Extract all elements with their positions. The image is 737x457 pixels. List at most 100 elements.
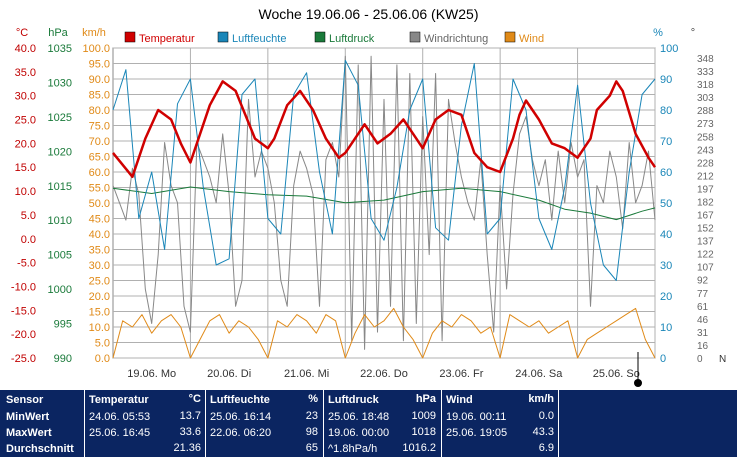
legend-swatch	[124, 31, 136, 43]
pressure-tick-label: 1020	[48, 146, 72, 158]
stats-hum-min-time: 25.06. 16:14	[210, 411, 272, 423]
marker-dot	[634, 379, 642, 387]
humidity-tick-label: 20	[660, 291, 672, 303]
stats-separator	[441, 390, 442, 457]
stats-table: Sensor MinWert MaxWert Durchschnitt Temp…	[0, 390, 737, 457]
wind-tick-label: 10.0	[89, 322, 110, 334]
pressure-tick-label: 1035	[48, 43, 72, 55]
temp-tick-label: 25.0	[15, 115, 36, 127]
legend-label: Luftdruck	[329, 33, 375, 45]
direction-tick-label: 348	[697, 54, 714, 65]
x-day-label: 24.06. Sa	[515, 368, 563, 380]
north-label: N	[719, 354, 726, 365]
stats-press-trend: ^1.8hPa/h	[328, 443, 378, 455]
legend-swatch	[314, 31, 326, 43]
humidity-tick-label: 40	[660, 229, 672, 241]
stats-col-temperatur: Temperatur °C 24.06. 05:53 13.7 25.06. 1…	[89, 390, 203, 457]
stats-temp-max-value: 33.6	[179, 426, 201, 438]
temp-tick-label: 0.0	[21, 234, 36, 246]
series-line-luftdruck	[112, 186, 656, 221]
wind-tick-label: 75.0	[89, 121, 110, 133]
temp-tick-label: 40.0	[15, 43, 36, 55]
temp-tick-label: 35.0	[15, 67, 36, 79]
stats-col-wind: Wind km/h 19.06. 00:11 0.0 25.06. 19:05 …	[446, 390, 556, 457]
stats-temp-min-value: 13.7	[179, 410, 201, 422]
series-line-temperatur	[112, 80, 657, 179]
direction-tick-label: 31	[697, 328, 709, 339]
humidity-tick-label: 90	[660, 74, 672, 86]
wind-tick-label: 45.0	[89, 214, 110, 226]
direction-tick-label: 167	[697, 211, 714, 222]
legend-label: Windrichtung	[424, 33, 488, 45]
stats-wind-min-time: 19.06. 00:11	[446, 411, 507, 423]
direction-tick-label: 152	[697, 224, 714, 235]
pressure-unit-label: hPa	[48, 27, 68, 39]
stats-separator	[205, 390, 206, 457]
stats-col-luftdruck: Luftdruck hPa 25.06. 18:48 1009 19.06. 0…	[328, 390, 438, 457]
stats-unit-luftfeuchte: %	[308, 393, 318, 405]
stats-separator	[323, 390, 324, 457]
stats-label-min: MinWert	[6, 411, 50, 423]
stats-hum-max-time: 22.06. 06:20	[210, 427, 272, 439]
series-line-luftfeuchte	[112, 59, 656, 281]
series-line-windrichtung	[112, 55, 656, 350]
stats-label-max: MaxWert	[6, 427, 52, 439]
direction-tick-label: 182	[697, 197, 714, 208]
direction-tick-label: 107	[697, 263, 714, 274]
wind-tick-label: 90.0	[89, 74, 110, 86]
temp-tick-label: -25.0	[11, 353, 36, 365]
pressure-tick-label: 1005	[48, 250, 72, 262]
humidity-unit-label: %	[653, 27, 663, 39]
wind-tick-label: 35.0	[89, 245, 110, 257]
stats-press-avg-value: 1016.2	[402, 442, 436, 454]
direction-tick-label: 258	[697, 132, 714, 143]
direction-unit-label: °	[691, 27, 695, 39]
wind-tick-label: 5.0	[95, 338, 110, 350]
wind-tick-label: 30.0	[89, 260, 110, 272]
direction-tick-label: 61	[697, 302, 709, 313]
x-day-label: 21.06. Mi	[284, 368, 329, 380]
wind-tick-label: 85.0	[89, 90, 110, 102]
stats-wind-avg-value: 6.9	[538, 442, 554, 454]
temp-tick-label: 15.0	[15, 162, 36, 174]
chart-title: Woche 19.06.06 - 25.06.06 (KW25)	[258, 6, 479, 22]
legend-swatch	[504, 31, 516, 43]
wind-tick-label: 40.0	[89, 229, 110, 241]
direction-tick-label: 0	[697, 354, 703, 365]
series-line-wind	[112, 307, 656, 359]
humidity-tick-label: 100	[660, 43, 678, 55]
stats-header-luftfeuchte: Luftfeuchte	[210, 394, 270, 406]
stats-temp-min-time: 24.06. 05:53	[89, 411, 151, 423]
stats-hum-max-value: 98	[305, 426, 318, 438]
stats-header-wind: Wind	[446, 394, 473, 406]
legend-label: Luftfeuchte	[232, 33, 286, 45]
stats-header-sensor: Sensor	[6, 394, 44, 406]
stats-header-temperatur: Temperatur	[89, 394, 149, 406]
direction-tick-label: 16	[697, 341, 709, 352]
x-day-label: 19.06. Mo	[127, 368, 176, 380]
direction-tick-label: 197	[697, 184, 714, 195]
stats-press-min-value: 1009	[411, 410, 436, 422]
wind-tick-label: 0.0	[95, 353, 110, 365]
direction-tick-label: 46	[697, 315, 709, 326]
direction-tick-label: 137	[697, 237, 714, 248]
stats-unit-wind: km/h	[528, 393, 554, 405]
wind-tick-label: 60.0	[89, 167, 110, 179]
pressure-tick-label: 1030	[48, 77, 72, 89]
stats-col-luftfeuchte: Luftfeuchte % 25.06. 16:14 23 22.06. 06:…	[210, 390, 320, 457]
direction-tick-label: 122	[697, 250, 714, 261]
wind-tick-label: 25.0	[89, 276, 110, 288]
temp-tick-label: 30.0	[15, 91, 36, 103]
stats-press-min-time: 25.06. 18:48	[328, 411, 390, 423]
pressure-tick-label: 1025	[48, 112, 72, 124]
stats-hum-avg-value: 65	[305, 442, 318, 454]
humidity-tick-label: 10	[660, 322, 672, 334]
legend-label: Wind	[519, 33, 544, 45]
temp-tick-label: -15.0	[11, 305, 36, 317]
stats-temp-avg-value: 21.36	[173, 442, 201, 454]
pressure-tick-label: 990	[54, 353, 72, 365]
temp-unit-label: °C	[16, 27, 28, 39]
temp-tick-label: 5.0	[21, 210, 36, 222]
humidity-tick-label: 60	[660, 167, 672, 179]
direction-tick-label: 333	[697, 67, 714, 78]
